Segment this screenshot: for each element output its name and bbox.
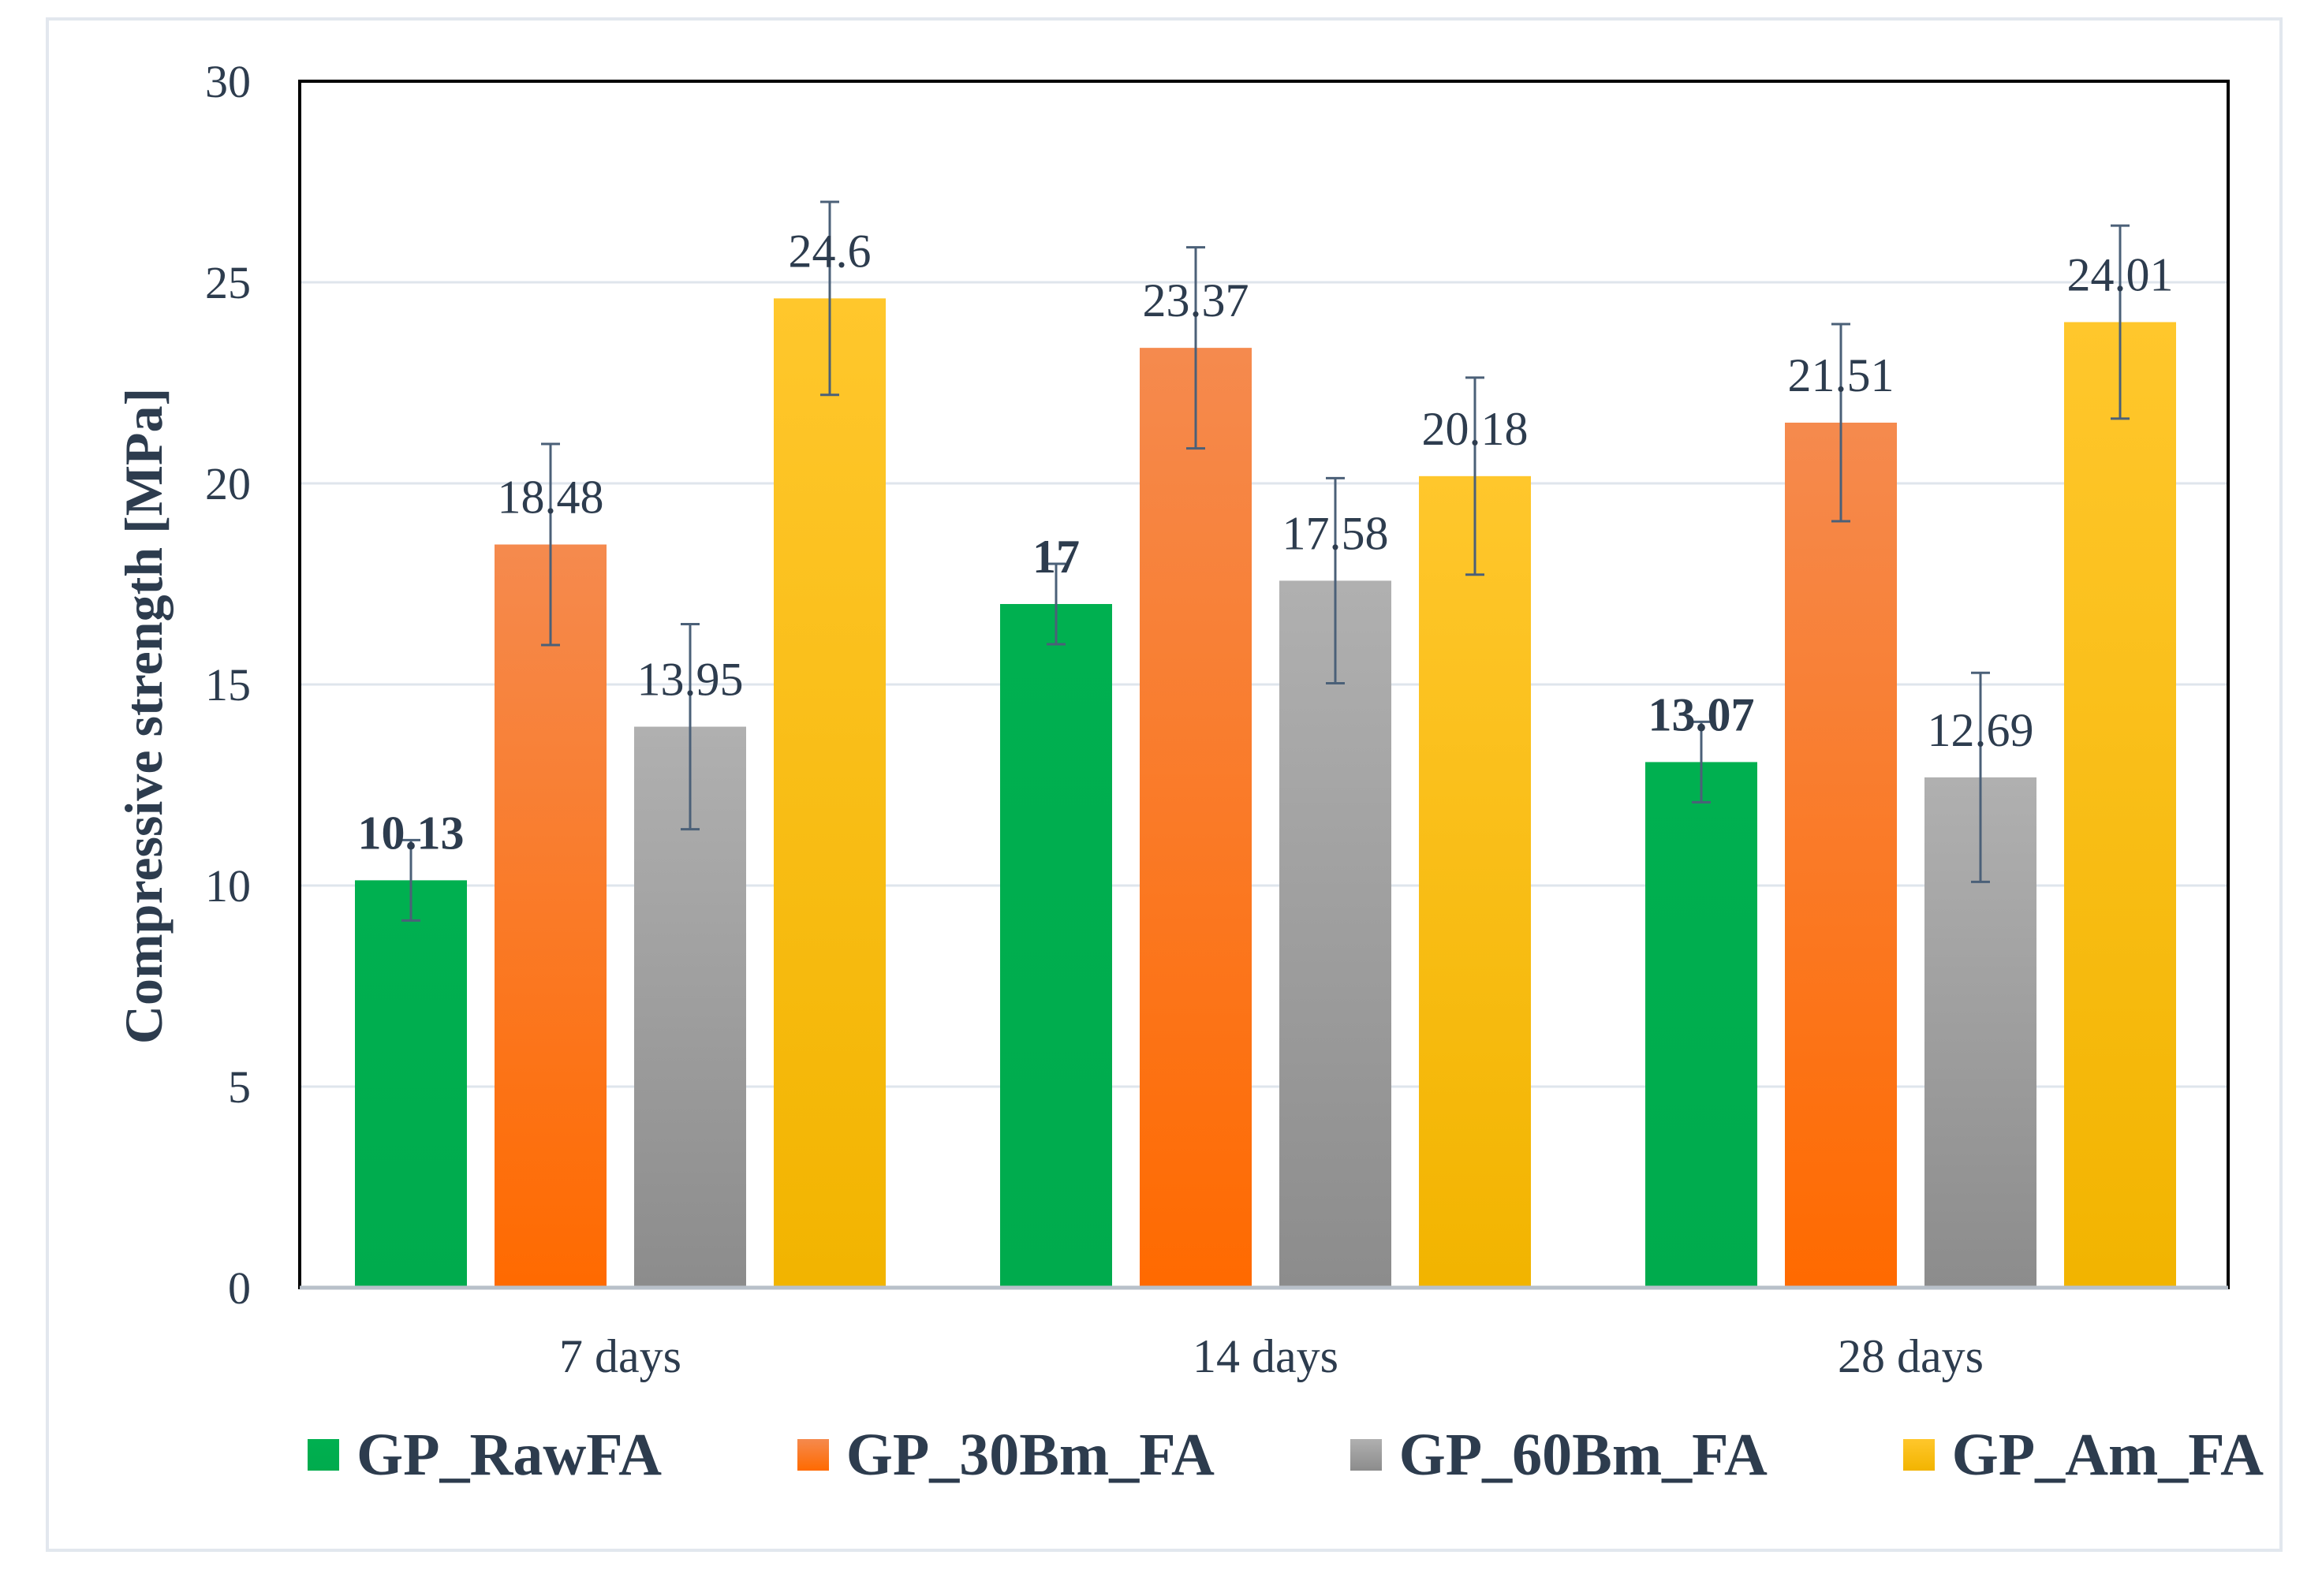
error-bar-GP_RawFA-7-days bbox=[401, 838, 420, 922]
error-bar-GP_30Bm_FA-28-days bbox=[1831, 323, 1850, 523]
bars bbox=[355, 298, 2176, 1288]
y-tick-label-20: 20 bbox=[205, 458, 251, 509]
y-tick-label-25: 25 bbox=[205, 257, 251, 308]
error-bar-GP_30Bm_FA-7-days bbox=[541, 442, 560, 647]
data-label-GP_Am_FA-7-days: 24.6 bbox=[789, 225, 872, 277]
legend-item-GP_60Bm_FA: GP_60Bm_FA bbox=[1350, 1421, 1768, 1490]
data-label-GP_Am_FA-28-days: 24.01 bbox=[2067, 248, 2174, 300]
error-bar-GP_RawFA-28-days bbox=[1692, 720, 1711, 804]
data-label-GP_RawFA-7-days: 10.13 bbox=[358, 807, 465, 859]
error-bars bbox=[401, 200, 2130, 922]
error-bar-GP_30Bm_FA-14-days bbox=[1186, 246, 1205, 450]
bar-GP_Am_FA-7-days bbox=[774, 298, 886, 1288]
data-label-GP_RawFA-28-days: 13.07 bbox=[1648, 688, 1755, 740]
legend-swatch-GP_60Bm_FA bbox=[1350, 1439, 1382, 1471]
legend-item-GP_30Bm_FA: GP_30Bm_FA bbox=[797, 1421, 1215, 1490]
error-bar-GP_Am_FA-28-days bbox=[2111, 224, 2130, 420]
bar-GP_30Bm_FA-28-days bbox=[1785, 422, 1897, 1288]
axes: 0 5 10 15 20 25 30 Compressive strength [MPa] 7 … bbox=[114, 56, 2230, 1382]
y-axis-title: Compressive strength [MPa] bbox=[114, 388, 174, 1044]
error-bar-GP_60Bm_FA-14-days bbox=[1326, 476, 1345, 684]
data-label-GP_30Bm_FA-7-days: 18.48 bbox=[498, 472, 604, 524]
data-label-GP_60Bm_FA-7-days: 13.95 bbox=[637, 654, 744, 706]
error-bar-GP_60Bm_FA-7-days bbox=[681, 623, 700, 831]
error-bar-GP_RawFA-14-days bbox=[1047, 562, 1066, 646]
legend-swatch-GP_30Bm_FA bbox=[797, 1439, 829, 1471]
legend-label-GP_30Bm_FA: GP_30Bm_FA bbox=[846, 1421, 1215, 1488]
y-tick-label-15: 15 bbox=[205, 659, 251, 710]
x-tick-label-28-days: 28 days bbox=[1838, 1330, 1984, 1382]
legend-label-GP_RawFA: GP_RawFA bbox=[357, 1421, 662, 1488]
legend-item-GP_Am_FA: GP_Am_FA bbox=[1902, 1421, 2264, 1490]
bar-GP_30Bm_FA-14-days bbox=[1140, 348, 1252, 1288]
data-label-GP_60Bm_FA-28-days: 12.69 bbox=[1928, 704, 2034, 756]
legend-item-GP_RawFA: GP_RawFA bbox=[308, 1421, 662, 1490]
bar-GP_RawFA-28-days bbox=[1645, 762, 1757, 1288]
error-bar-GP_Am_FA-7-days bbox=[820, 200, 839, 397]
bar-GP_RawFA-7-days bbox=[355, 880, 467, 1288]
legend-swatch-GP_Am_FA bbox=[1902, 1439, 1935, 1471]
legend-label-GP_60Bm_FA: GP_60Bm_FA bbox=[1398, 1421, 1768, 1488]
data-label-GP_Am_FA-14-days: 20.18 bbox=[1422, 403, 1529, 455]
bar-GP_60Bm_FA-14-days bbox=[1279, 580, 1391, 1288]
y-tick-label-5: 5 bbox=[228, 1061, 251, 1113]
x-tick-label-7-days: 7 days bbox=[559, 1330, 681, 1382]
data-label-GP_30Bm_FA-28-days: 21.51 bbox=[1788, 349, 1895, 401]
y-tick-label-10: 10 bbox=[205, 860, 251, 912]
bar-GP_30Bm_FA-7-days bbox=[495, 544, 607, 1288]
y-tick-label-0: 0 bbox=[228, 1262, 251, 1314]
bar-GP_Am_FA-14-days bbox=[1419, 475, 1531, 1288]
bar-GP_RawFA-14-days bbox=[1000, 604, 1112, 1288]
legend-swatch-GP_RawFA bbox=[308, 1439, 339, 1471]
error-bar-GP_Am_FA-14-days bbox=[1465, 376, 1484, 576]
bar-GP_Am_FA-28-days bbox=[2064, 322, 2176, 1288]
legend-label-GP_Am_FA: GP_Am_FA bbox=[1951, 1421, 2264, 1488]
gridlines bbox=[300, 281, 2228, 1088]
data-label-GP_30Bm_FA-14-days: 23.37 bbox=[1143, 274, 1249, 326]
legend: GP_RawFA GP_30Bm_FA GP_60Bm_FA GP_Am_FA bbox=[308, 1419, 2264, 1490]
data-label-GP_RawFA-14-days: 17 bbox=[1032, 531, 1080, 583]
error-bar-GP_60Bm_FA-28-days bbox=[1971, 671, 1990, 883]
data-label-GP_60Bm_FA-14-days: 17.58 bbox=[1282, 507, 1389, 559]
x-tick-label-14-days: 14 days bbox=[1193, 1330, 1338, 1382]
data-labels: 10.13 18.48 13.95 24.6 17 23.37 17.58 20.18 13.0… bbox=[358, 225, 2174, 859]
y-tick-label-30: 30 bbox=[205, 56, 251, 107]
